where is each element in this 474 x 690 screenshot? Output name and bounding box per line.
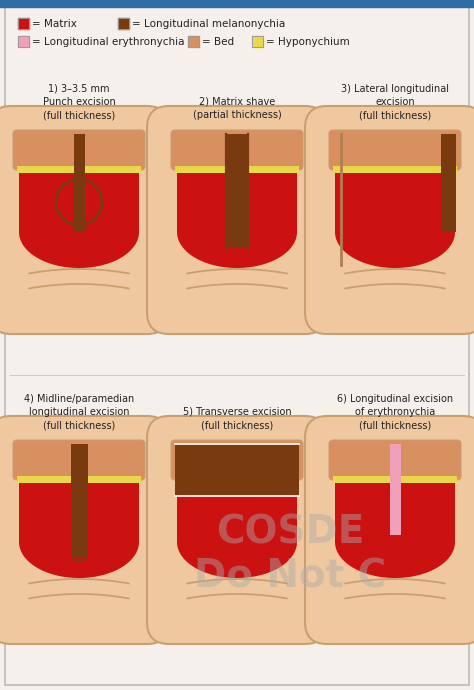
Text: 2) Matrix shave
(partial thickness): 2) Matrix shave (partial thickness) [192, 97, 282, 120]
Bar [335, 173, 455, 232]
Text: = Bed: = Bed [202, 37, 234, 46]
FancyBboxPatch shape [171, 440, 303, 480]
Text: = Hyponychium: = Hyponychium [266, 37, 350, 46]
Bar [19, 173, 139, 232]
Text: 5) Transverse excision
(full thickness): 5) Transverse excision (full thickness) [182, 407, 292, 430]
Bar [175, 483, 299, 542]
Bar [175, 476, 299, 483]
Text: = Matrix: = Matrix [32, 19, 77, 28]
Text: = Longitudinal erythronychia: = Longitudinal erythronychia [32, 37, 184, 46]
FancyBboxPatch shape [329, 130, 461, 170]
Bar [17, 173, 141, 232]
Bar [335, 483, 455, 542]
Bar [333, 173, 457, 232]
FancyBboxPatch shape [329, 440, 461, 480]
Polygon shape [177, 542, 297, 578]
Bar [188, 36, 199, 47]
Bar [177, 173, 297, 232]
FancyBboxPatch shape [305, 416, 474, 644]
FancyBboxPatch shape [305, 106, 474, 334]
Bar [18, 36, 29, 47]
Text: 6) Longitudinal excision
of erythronychia
(full thickness): 6) Longitudinal excision of erythronychi… [337, 393, 453, 430]
Bar [175, 166, 299, 173]
Text: COSDE
Do Not C: COSDE Do Not C [194, 514, 386, 596]
Bar [71, 444, 88, 558]
Bar [175, 173, 299, 232]
FancyBboxPatch shape [13, 440, 145, 480]
Bar [188, 36, 199, 47]
Bar [441, 134, 456, 232]
FancyBboxPatch shape [147, 416, 327, 644]
Bar [175, 444, 299, 496]
Bar [333, 476, 457, 483]
Bar [333, 166, 457, 173]
Bar [252, 36, 263, 47]
Text: 1) 3–3.5 mm
Punch excision
(full thickness): 1) 3–3.5 mm Punch excision (full thickne… [43, 83, 115, 120]
Polygon shape [177, 232, 297, 268]
Bar [18, 18, 29, 29]
Polygon shape [335, 232, 455, 268]
Bar [17, 476, 141, 483]
Text: = Longitudinal melanonychia: = Longitudinal melanonychia [132, 19, 285, 28]
Bar [0, 0, 474, 7]
Bar [177, 483, 297, 542]
Bar [74, 134, 85, 232]
FancyBboxPatch shape [0, 416, 169, 644]
Bar [18, 36, 29, 47]
Bar [17, 483, 141, 542]
Polygon shape [19, 542, 139, 578]
Bar [118, 18, 129, 29]
Polygon shape [335, 542, 455, 578]
Bar [252, 36, 263, 47]
Bar [17, 166, 141, 173]
Bar [226, 134, 248, 248]
Bar [19, 483, 139, 542]
Bar [118, 18, 129, 29]
FancyBboxPatch shape [147, 106, 327, 334]
Text: 4) Midline/paramedian
longitudinal excision
(full thickness): 4) Midline/paramedian longitudinal excis… [24, 393, 134, 430]
FancyBboxPatch shape [13, 130, 145, 170]
FancyBboxPatch shape [171, 130, 303, 170]
Bar [333, 483, 457, 542]
FancyBboxPatch shape [0, 106, 169, 334]
Polygon shape [19, 232, 139, 268]
Bar [390, 444, 401, 535]
Bar [18, 18, 29, 29]
Text: 3) Lateral longitudinal
excision
(full thickness): 3) Lateral longitudinal excision (full t… [341, 83, 449, 120]
